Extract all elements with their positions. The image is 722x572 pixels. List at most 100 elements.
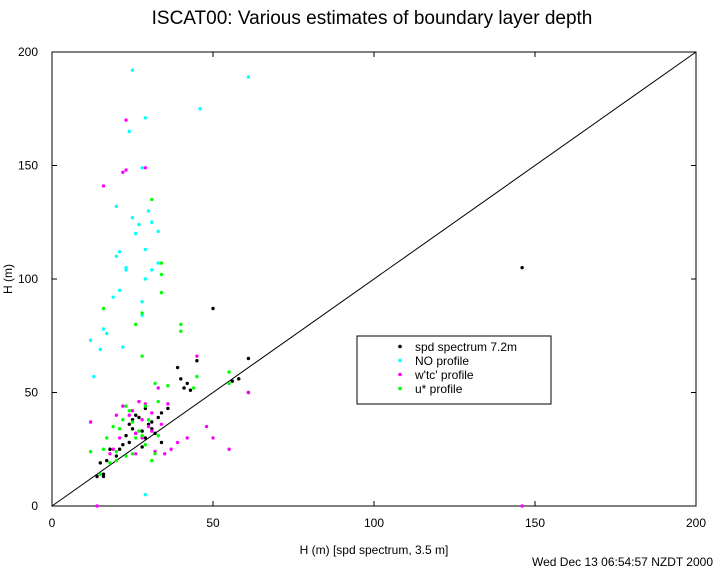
data-points (88, 68, 524, 508)
data-point (134, 413, 138, 417)
data-point (179, 329, 183, 333)
x-tick-label: 200 (686, 516, 706, 530)
data-point (111, 295, 115, 299)
data-point (114, 454, 119, 458)
data-point (169, 447, 173, 451)
data-point (121, 170, 125, 175)
y-axis-label: H (m) (1, 264, 15, 294)
data-point (105, 436, 109, 440)
data-point (195, 359, 199, 363)
data-point (127, 129, 131, 134)
data-point (101, 472, 106, 476)
data-point (159, 272, 164, 277)
data-point (134, 436, 138, 440)
data-point (175, 440, 180, 445)
data-point (137, 429, 141, 433)
series-1 (88, 68, 251, 497)
data-point (227, 447, 231, 451)
data-point (211, 436, 215, 440)
data-point (137, 222, 141, 227)
legend-label: NO profile (415, 354, 469, 368)
data-point (124, 168, 128, 172)
data-point (130, 420, 135, 424)
data-point (182, 386, 186, 390)
data-point (140, 300, 144, 304)
data-point (95, 504, 99, 508)
x-axis-ticks: 0 50 100 150 200 (49, 52, 706, 530)
data-point (130, 408, 135, 413)
data-point (179, 377, 183, 381)
data-point (143, 166, 148, 170)
footer-timestamp: Wed Dec 13 06:54:57 NZDT 2000 (532, 555, 713, 569)
data-point (143, 436, 148, 440)
data-point (143, 277, 148, 281)
data-point (211, 306, 215, 311)
data-point (163, 452, 167, 456)
data-point (227, 370, 231, 374)
data-point (130, 427, 135, 431)
data-point (140, 429, 144, 433)
data-point (111, 447, 115, 451)
data-point (124, 118, 128, 122)
data-point (198, 107, 202, 111)
data-point (105, 331, 109, 336)
data-point (146, 209, 151, 213)
data-point (143, 404, 148, 408)
data-point (140, 166, 144, 170)
data-point (179, 322, 183, 327)
x-tick-label: 150 (525, 516, 545, 530)
data-point (127, 413, 131, 417)
data-point (159, 261, 164, 265)
data-point (88, 338, 93, 342)
y-axis-ticks: 0 50 100 150 200 (18, 45, 696, 513)
data-point (159, 290, 164, 295)
data-point (204, 424, 209, 429)
data-point (140, 433, 144, 438)
data-point (195, 354, 199, 358)
data-point (88, 420, 93, 424)
data-point (237, 377, 241, 381)
data-point (246, 356, 251, 361)
series-3 (88, 197, 231, 476)
chart-title: ISCAT00: Various estimates of boundary l… (152, 8, 593, 29)
data-point (114, 204, 119, 209)
legend-label: spd spectrum 7.2m (415, 340, 517, 354)
data-point (153, 381, 157, 386)
data-point (121, 443, 125, 447)
data-point (140, 311, 144, 315)
data-point (117, 436, 122, 440)
data-point (114, 458, 119, 463)
data-point (101, 327, 106, 331)
data-point (124, 404, 128, 408)
data-point (191, 386, 196, 390)
data-point (127, 422, 131, 426)
data-point (108, 452, 112, 456)
data-point (159, 411, 164, 415)
data-point (166, 406, 170, 411)
series-2 (88, 118, 524, 508)
data-point (108, 461, 112, 465)
data-point (150, 268, 154, 272)
data-point (134, 231, 138, 236)
data-point (156, 415, 160, 420)
data-point (195, 374, 199, 379)
data-point (188, 388, 193, 392)
x-tick-label: 0 (49, 516, 56, 530)
legend-marker (398, 386, 402, 391)
legend-marker (398, 344, 402, 349)
data-point (246, 390, 251, 395)
data-point (111, 424, 115, 429)
data-point (121, 418, 125, 422)
data-point (150, 197, 154, 202)
data-point (105, 458, 109, 463)
x-tick-label: 100 (364, 516, 384, 530)
data-point (98, 461, 103, 465)
one-to-one-reference-line (51, 51, 697, 507)
data-point (124, 454, 128, 458)
data-point (117, 250, 122, 254)
data-point (124, 433, 128, 438)
data-point (146, 418, 151, 422)
data-point (137, 399, 141, 404)
